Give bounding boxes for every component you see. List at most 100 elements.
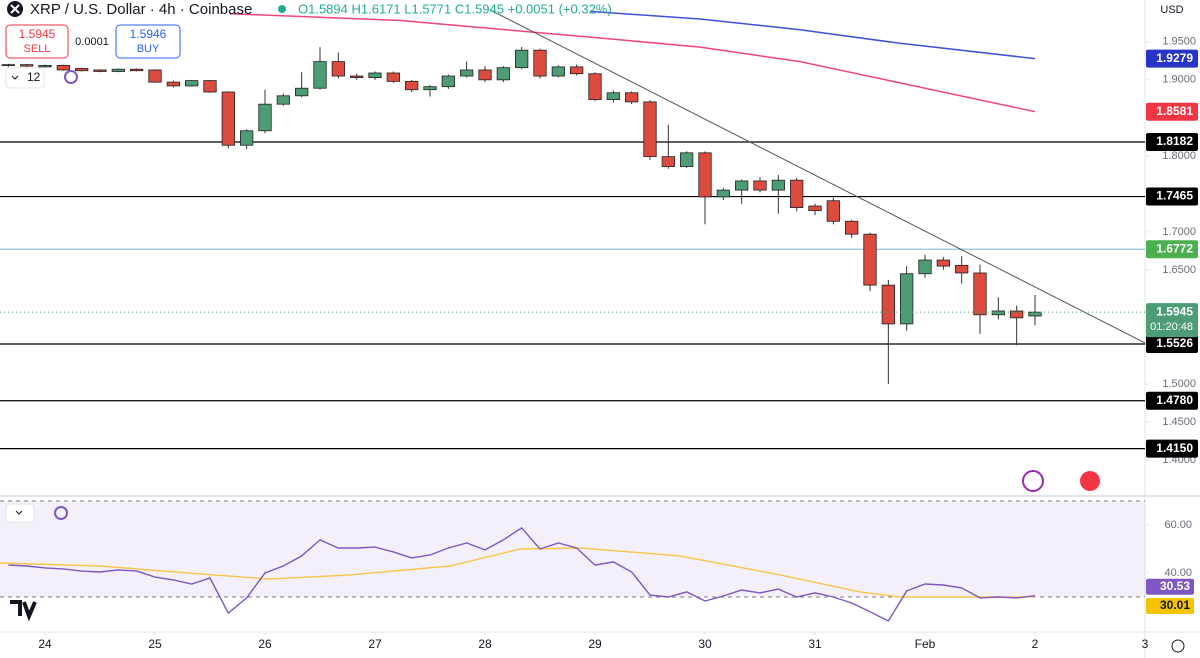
chevron [11,75,19,80]
candle-body [331,61,345,77]
candle-body [515,49,529,69]
candle-body [936,259,950,267]
x-tick-label: 28 [478,637,492,651]
y-tick-label: 1.9500 [1162,36,1196,48]
candle-body [75,68,89,72]
level-label-bg [1146,439,1198,458]
sell-button[interactable] [5,24,69,59]
candle-body [38,64,52,68]
price-label: 1.5945 [1156,304,1193,318]
x-tick-label: 27 [368,637,382,651]
ohlc: O1.5894 H1.6171 L1.5771 C1.5945 +0.0051 … [298,1,612,16]
candle-body [625,92,639,103]
price-label-bg [1146,303,1198,338]
candle-body [533,49,547,77]
candle-body [918,259,932,275]
moving-average [589,10,1036,60]
level-label: 1.5526 [1156,336,1193,350]
candle-body [130,68,144,72]
spread: 0.0001 [75,36,109,48]
level-label-bg [1146,391,1198,410]
candle-body [221,91,235,146]
alert-icon[interactable] [1022,470,1044,492]
sync-icon[interactable] [64,70,78,84]
candle-body [790,179,804,208]
sell-price: 1.5945 [19,27,56,41]
event-icon[interactable] [1080,471,1100,491]
sell-label: SELL [24,43,51,55]
buy-button[interactable] [115,24,181,59]
candle-body [863,233,877,286]
candle-body [570,66,584,75]
ma-label-bg [1146,49,1198,68]
y-tick-label: 1.8000 [1162,150,1196,162]
settings-icon[interactable] [1171,639,1185,653]
level-label-bg [1146,334,1198,353]
y-tick-label: 60.00 [1164,519,1192,531]
y-tick-label: 1.9000 [1162,74,1196,86]
candle-body [460,69,474,77]
candle-body [680,152,694,167]
level-label: 1.8182 [1156,134,1193,148]
indicators-toggle[interactable] [5,67,45,89]
buy-price: 1.5946 [130,27,167,41]
rsi-band [0,500,1145,597]
indicator-count: 12 [27,70,41,84]
candle-body [20,64,34,67]
candle-body [166,81,180,87]
candle-body [900,273,914,325]
candle-body [496,67,510,81]
symbol-title: XRP / U.S. Dollar · 4h · Coinbase [30,1,252,18]
level-label-bg [1146,187,1198,206]
candle-body [258,103,272,132]
x-tick-label: 3 [1142,637,1149,651]
candle-body [955,264,969,274]
level-label: 1.6772 [1156,241,1193,255]
x-tick-label: 31 [808,637,822,651]
status-dot [278,5,286,13]
buy-label: BUY [137,43,160,55]
level-label: 1.4780 [1156,393,1193,407]
x-tick-label: 30 [698,637,712,651]
tv-logo [10,600,37,622]
candle-body [93,69,107,72]
x-tick-label: 2 [1032,637,1039,651]
candle-body [1028,311,1042,317]
plot: 1.40001.45001.50001.65001.70001.80001.90… [0,4,1198,651]
candle-body [826,200,840,222]
level-label: 1.4150 [1156,441,1193,455]
rsi-line [8,526,1036,622]
candle-body [295,87,309,97]
rsi-label: 30.01 [1160,598,1190,612]
ma-label: 1.8581 [1156,104,1193,118]
rsi-label-bg [1146,597,1194,614]
x-tick-label: 24 [38,637,52,651]
candle-body [1010,310,1024,319]
candle-body [350,75,364,78]
candle-body [661,156,675,167]
y-tick-label: 1.5000 [1162,378,1196,390]
candle-body [643,101,657,158]
y-tick-label: 1.7000 [1162,226,1196,238]
candle-body [148,69,162,83]
ma-label-bg [1146,102,1198,121]
sync-icon[interactable] [54,506,68,520]
candle-body [240,130,254,146]
candle-body [735,180,749,191]
candle-body [698,152,712,198]
candle-body [441,75,455,88]
candle-body [991,310,1005,316]
chevron [15,510,23,515]
candle-body [368,72,382,78]
candle-body [753,180,767,191]
candle-body [808,205,822,212]
candle-body [111,68,125,72]
candle-body [881,284,895,325]
candle-body [1,64,15,67]
logo-mark [10,4,20,14]
candle-body [478,69,492,81]
candle-body [56,64,70,71]
countdown: 01:20:48 [1150,321,1193,333]
level-label-bg [1146,133,1198,152]
